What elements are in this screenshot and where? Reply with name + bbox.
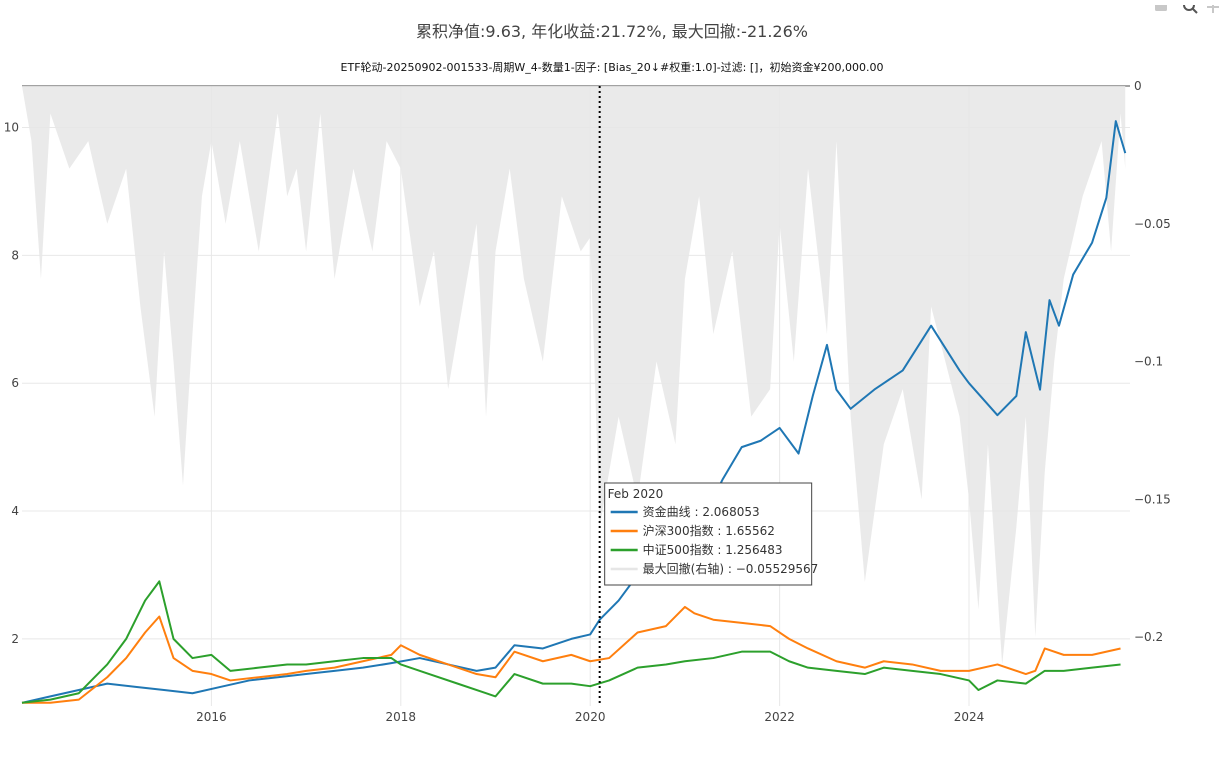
x-tick-label: 2024 <box>954 710 985 724</box>
plot-area[interactable]: 2016 2018 2020 2022 2024 2 4 6 8 10 0 −0.05 −0.1 −0.1… <box>4 79 1171 724</box>
modebar <box>1145 0 1225 14</box>
y-tick-label: 4 <box>11 504 19 518</box>
y-tick-label: 10 <box>4 121 19 135</box>
series-hs300-line <box>22 605 1121 704</box>
pan-icon[interactable] <box>1207 1 1219 13</box>
x-tick-label: 2016 <box>196 710 227 724</box>
y2-tick-label: −0.05 <box>1134 217 1171 231</box>
y-tick-label: 6 <box>11 376 19 390</box>
chart-title: 累积净值:9.63, 年化收益:21.72%, 最大回撤:-21.26% <box>416 22 808 41</box>
x-tick-label: 2022 <box>764 710 795 724</box>
y2-tick-label: −0.2 <box>1134 630 1163 644</box>
hover-entry: 沪深300指数 : 1.65562 <box>643 523 775 538</box>
y2-tick-label: −0.1 <box>1134 355 1163 369</box>
y-tick-label: 2 <box>11 632 19 646</box>
y2-tick-label: −0.15 <box>1134 492 1171 506</box>
hover-entry: 资金曲线 : 2.068053 <box>643 504 760 519</box>
y2-tick-label: 0 <box>1134 79 1142 93</box>
x-tick-label: 2020 <box>575 710 606 724</box>
series-drawdown-area <box>22 86 1126 665</box>
hover-title: Feb 2020 <box>608 487 664 501</box>
hover-entry: 中证500指数 : 1.256483 <box>643 542 783 557</box>
series-csi500-line <box>21 580 1121 704</box>
hover-entry: 最大回撤(右轴) : −0.05529567 <box>643 561 819 576</box>
x-tick-label: 2018 <box>386 710 417 724</box>
camera-icon[interactable] <box>1155 3 1167 11</box>
hover-tooltip-box <box>604 482 813 586</box>
chart-subtitle: ETF轮动-20250902-001533-周期W_4-数量1-因子: [Bia… <box>341 60 884 74</box>
y-tick-label: 8 <box>11 248 19 262</box>
hover-tooltip: Feb 2020 资金曲线 : 2.068053 沪深300指数 : 1.65562… <box>604 482 819 586</box>
zoom-icon[interactable] <box>1183 0 1198 14</box>
